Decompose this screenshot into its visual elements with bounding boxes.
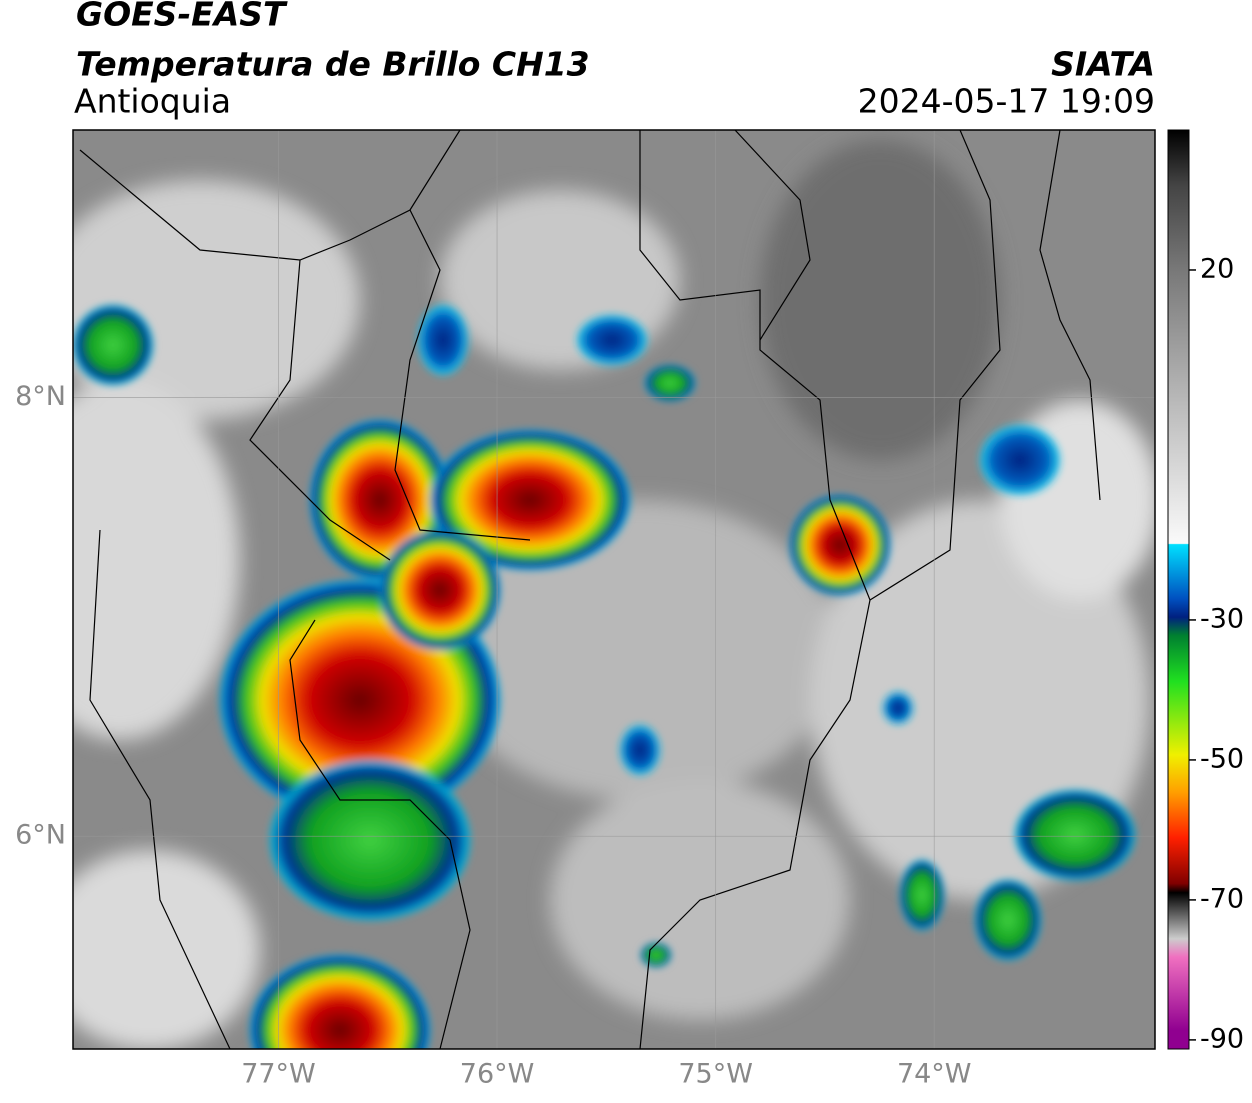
y-tick-label: 8°N [15, 381, 66, 412]
satellite-image [73, 130, 1155, 1049]
colorbar-tick-label: 20 [1200, 253, 1234, 284]
colorbar [1167, 129, 1190, 1050]
product: Temperatura de Brillo CH13 [76, 45, 590, 84]
x-tick-label: 77°W [241, 1059, 316, 1090]
colorbar-tick-label: -30 [1200, 603, 1244, 634]
x-tick-label: 75°W [678, 1059, 753, 1090]
map-frame [72, 129, 1156, 1050]
timestamp: 2024-05-17 19:09 [858, 82, 1155, 121]
axis-labels: 77°W 76°W 75°W 74°W 6°N 8°N 20 -30 -50 -70 -90 [15, 253, 1244, 1089]
colorbar-tick-label: -90 [1200, 1023, 1244, 1054]
y-tick-label: 6°N [15, 820, 66, 851]
grid [73, 130, 1155, 1049]
x-tick-label: 76°W [460, 1059, 535, 1090]
storms [73, 305, 1135, 1049]
colorbar-tick-label: -70 [1200, 883, 1244, 914]
region: Antioquia [74, 82, 231, 121]
colorbar-tick-label: -50 [1200, 743, 1244, 774]
satellite: GOES-EAST [76, 0, 288, 34]
borders [79, 130, 1101, 1049]
source: SIATA [1051, 45, 1155, 84]
x-tick-label: 74°W [897, 1059, 972, 1090]
